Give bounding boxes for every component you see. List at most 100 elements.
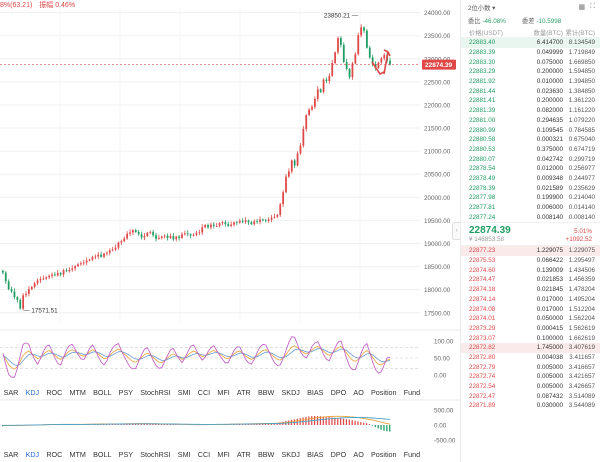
candle-body xyxy=(296,153,299,166)
candle-body xyxy=(56,273,59,276)
ask-price: 22872.74 xyxy=(469,373,496,381)
indicator-tab-atr[interactable]: ATR xyxy=(236,387,251,397)
ask-row[interactable]: 22874.60 0.139009 1.434506 xyxy=(461,265,600,275)
indicator-tab-smi[interactable]: SMI xyxy=(177,449,191,459)
bid-row[interactable]: 22877.24 0.008140 0.008140 xyxy=(461,212,600,222)
indicator-tab-mfi[interactable]: MFI xyxy=(217,387,230,397)
ask-row[interactable]: 22873.07 0.100000 1.662619 xyxy=(461,333,600,343)
indicator-tab-mtm[interactable]: MTM xyxy=(69,387,86,397)
ask-amount: 1.229075 xyxy=(536,247,563,255)
bid-total: 0.675040 xyxy=(568,136,595,144)
candle-body xyxy=(311,106,313,110)
bid-row[interactable]: 22883.40 6.414700 8.134549 xyxy=(461,38,600,48)
ask-row[interactable]: 22872.79 0.005000 3.416657 xyxy=(461,362,600,372)
candle-body xyxy=(126,233,129,239)
indicator-tab-stochrsi[interactable]: StochRSI xyxy=(140,387,171,397)
ask-row[interactable]: 22872.82 1.745000 3.407619 xyxy=(461,342,600,353)
bid-row[interactable]: 22883.29 0.200000 1.594850 xyxy=(461,67,600,77)
ask-row[interactable]: 22872.80 0.004038 3.411657 xyxy=(461,353,600,363)
ask-row[interactable]: 22872.54 0.005000 3.426657 xyxy=(461,382,600,392)
indicator-tab-kdj[interactable]: KDJ xyxy=(25,449,40,459)
bid-row[interactable]: 22878.54 0.012000 0.256977 xyxy=(461,164,600,174)
indicator-tab-fundflow[interactable]: Fundflow xyxy=(403,449,420,459)
indicator-tab-bbw[interactable]: BBW xyxy=(257,387,275,397)
indicator-tab-kdj[interactable]: KDJ xyxy=(25,387,40,397)
bid-row[interactable]: 22878.49 0.009348 0.244977 xyxy=(461,174,600,184)
bid-row[interactable]: 22881.39 0.082000 1.161220 xyxy=(461,106,600,116)
candle-body xyxy=(282,192,285,205)
candle-body xyxy=(340,38,342,45)
bid-amount: 0.109545 xyxy=(536,126,563,134)
chart-area[interactable]: 8%(63.21) 振幅 0.46% 17500.00 18000.00 18500… xyxy=(0,0,460,462)
ask-row[interactable]: 22877.23 1.229075 1.229075 xyxy=(461,246,600,256)
netvol-bar xyxy=(337,417,339,425)
indicator-tab-sar[interactable]: SAR xyxy=(3,387,19,397)
ask-row[interactable]: 22874.47 0.021853 1.456359 xyxy=(461,275,600,285)
bid-row[interactable]: 22877.98 0.199900 0.214040 xyxy=(461,193,600,203)
indicator-tab-bias[interactable]: BIAS xyxy=(307,449,324,459)
bid-total: 1.361220 xyxy=(568,97,595,105)
bid-row[interactable]: 22881.00 0.294635 1.079220 xyxy=(461,116,600,126)
ask-row[interactable]: 22872.74 0.005000 3.421657 xyxy=(461,372,600,382)
bid-row[interactable]: 22883.30 0.075000 1.669850 xyxy=(461,57,600,67)
bid-row[interactable]: 22880.58 0.000321 0.675040 xyxy=(461,135,600,145)
indicator-tab-stochrsi[interactable]: StochRSI xyxy=(140,449,171,459)
indicator-tab-position[interactable]: Position xyxy=(370,387,397,397)
indicator-tab-psy[interactable]: PSY xyxy=(118,387,134,397)
indicator-tab-psy[interactable]: PSY xyxy=(118,449,134,459)
ask-row[interactable]: 22874.18 0.021845 1.478204 xyxy=(461,285,600,295)
ask-row[interactable]: 22874.01 0.050000 1.562204 xyxy=(461,314,600,324)
bid-row[interactable]: 22881.92 0.010000 1.394850 xyxy=(461,77,600,87)
y-tick-label: 21500.00 xyxy=(424,126,451,133)
ask-price: 22872.54 xyxy=(469,383,496,391)
indicator-tab-roc[interactable]: ROC xyxy=(46,449,63,459)
indicator-tab-boll[interactable]: BOLL xyxy=(93,387,112,397)
indicator-tab-fundflow[interactable]: Fundflow xyxy=(403,387,420,397)
ask-row[interactable]: 22874.14 0.017000 1.495204 xyxy=(461,295,600,305)
bid-row[interactable]: 22880.53 0.375000 0.674719 xyxy=(461,145,600,155)
indicator-tab-sar[interactable]: SAR xyxy=(3,449,19,459)
ask-row[interactable]: 22871.89 0.030000 3.544089 xyxy=(461,401,600,411)
ask-row[interactable]: 22874.08 0.017000 1.512204 xyxy=(461,304,600,314)
ask-row[interactable]: 22875.53 0.066422 1.295497 xyxy=(461,256,600,266)
indicator-tab-cci[interactable]: CCI xyxy=(197,387,211,397)
indicator-tab-boll[interactable]: BOLL xyxy=(93,449,112,459)
collapse-panel-button[interactable]: ‹ xyxy=(452,222,460,240)
bid-row[interactable]: 22883.39 0.049999 1.719849 xyxy=(461,48,600,58)
indicator-tab-ao[interactable]: AO xyxy=(353,449,364,459)
indicator-tab-cci[interactable]: CCI xyxy=(197,449,211,459)
ask-total: 1.512204 xyxy=(568,305,595,313)
indicator-tab-atr[interactable]: ATR xyxy=(236,449,251,459)
candle-body xyxy=(59,273,62,275)
bid-row[interactable]: 22877.81 0.006000 0.014140 xyxy=(461,203,600,213)
netvol-y-tick: 0.00 xyxy=(434,423,447,430)
bid-row[interactable]: 22881.44 0.023630 1.384850 xyxy=(461,86,600,96)
ask-row[interactable]: 22872.47 0.087432 3.514089 xyxy=(461,391,600,401)
bid-row[interactable]: 22880.07 0.042742 0.299719 xyxy=(461,154,600,164)
ask-price: 22871.89 xyxy=(469,402,496,410)
bid-row[interactable]: 22878.39 0.021589 0.235629 xyxy=(461,183,600,193)
indicator-tab-smi[interactable]: SMI xyxy=(177,387,191,397)
indicator-tab-dpo[interactable]: DPO xyxy=(330,387,347,397)
indicator-tab-bbw[interactable]: BBW xyxy=(257,449,275,459)
ask-row[interactable]: 22873.29 0.000415 1.562619 xyxy=(461,324,600,334)
depth-select[interactable]: 2位小数 ▾ xyxy=(468,4,496,12)
candle-body xyxy=(334,52,337,63)
bid-row[interactable]: 22880.99 0.109545 0.784585 xyxy=(461,125,600,135)
indicator-tab-bias[interactable]: BIAS xyxy=(307,387,324,397)
candle-body xyxy=(337,38,339,53)
bid-row[interactable]: 22881.41 0.200000 1.361220 xyxy=(461,96,600,106)
indicator-tab-position[interactable]: Position xyxy=(370,449,397,459)
candle-body xyxy=(149,231,152,233)
indicator-tab-ao[interactable]: AO xyxy=(353,387,364,397)
expand-icon[interactable]: ⛶ xyxy=(590,3,595,10)
grid-view-icon[interactable]: ▦ xyxy=(578,4,586,11)
indicator-tab-skdj[interactable]: SKDJ xyxy=(281,387,300,397)
indicator-tab-skdj[interactable]: SKDJ xyxy=(281,449,300,459)
price-chart[interactable]: 17500.00 18000.00 18500.00 19000.00 19500.00… xyxy=(0,0,460,462)
indicator-tab-dpo[interactable]: DPO xyxy=(330,449,347,459)
candle-body xyxy=(218,223,221,226)
indicator-tab-roc[interactable]: ROC xyxy=(46,387,63,397)
indicator-tab-mfi[interactable]: MFI xyxy=(217,449,230,459)
indicator-tab-mtm[interactable]: MTM xyxy=(69,449,86,459)
